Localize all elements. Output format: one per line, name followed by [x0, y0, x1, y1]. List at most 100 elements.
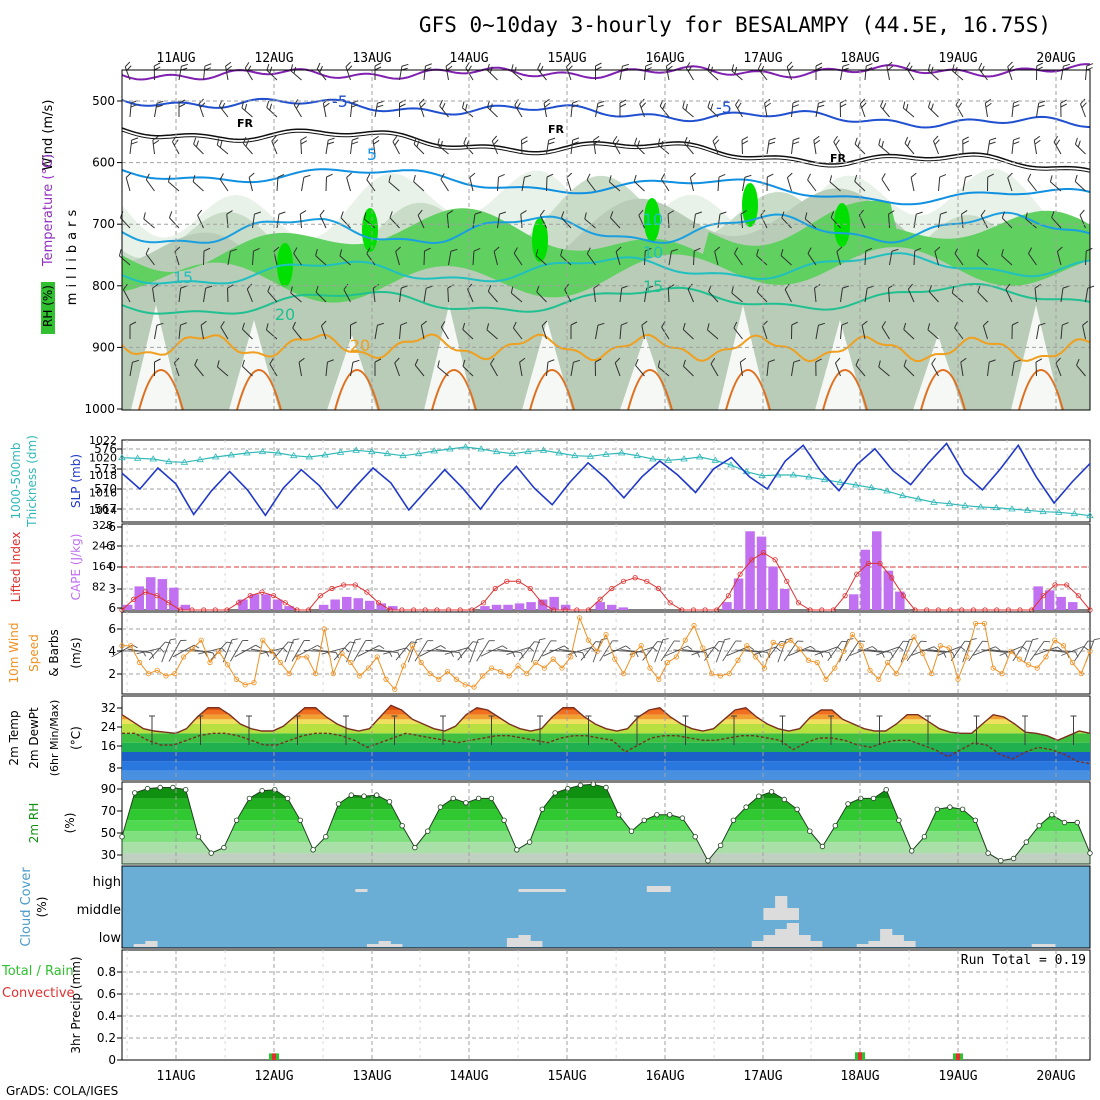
wind-barb [815, 358, 822, 377]
wind-barb [248, 172, 255, 192]
barb-flag [537, 62, 541, 70]
barb-flag [489, 103, 493, 111]
data-point [225, 662, 231, 668]
wind-barb [667, 284, 675, 303]
data-point [515, 663, 521, 669]
barb-flag [365, 640, 372, 642]
rh-point [972, 817, 979, 823]
data-point [374, 654, 380, 660]
wind-barb [315, 285, 327, 303]
wind10m-barb [845, 640, 865, 662]
barb-staff [854, 181, 866, 192]
barb-staff [1061, 646, 1084, 656]
date-tick-top: 11AUG [156, 51, 195, 66]
isotherm-label: 20 [350, 336, 370, 355]
wind-barb [394, 357, 400, 377]
barb-flag [131, 137, 139, 141]
barb-flag [593, 139, 600, 145]
barb-staff [423, 288, 427, 303]
data-point [737, 571, 743, 577]
barb-flag [265, 323, 269, 330]
barb-staff [339, 255, 351, 266]
wind-barb [570, 321, 578, 339]
wind-barb [219, 173, 229, 192]
data-point [352, 446, 360, 453]
wind10m-barb [272, 641, 295, 661]
barb-flag [159, 647, 165, 653]
barb-flag [920, 640, 927, 643]
barb-flag [521, 136, 528, 141]
wind10m-barb [321, 647, 350, 655]
data-point [842, 593, 848, 599]
wind-barb [584, 212, 596, 229]
barb-staff [714, 251, 719, 266]
barb-flag [420, 102, 426, 108]
data-point [260, 637, 266, 643]
barb-flag [930, 103, 934, 111]
barb-flag [1077, 140, 1081, 148]
barb-staff [878, 366, 890, 377]
cloud-bar-low [518, 935, 531, 947]
rh-point [985, 850, 991, 856]
wind-barb [903, 322, 915, 340]
barb-flag [197, 209, 203, 216]
barb-staff [346, 177, 351, 192]
barb-staff [446, 214, 449, 229]
barb-flag [1007, 61, 1013, 68]
barb-flag [719, 211, 727, 215]
barb-staff [1080, 103, 1086, 118]
wind-barb [791, 100, 800, 118]
barb-staff [829, 181, 841, 192]
barb-staff [791, 362, 795, 377]
wind10m-barb [876, 646, 904, 656]
data-point [820, 475, 829, 483]
date-tick-bottom: 19AUG [938, 1069, 977, 1084]
barb-flag [295, 102, 301, 109]
wind10m-barb [537, 640, 557, 662]
isotherm-label: 5 [367, 145, 377, 164]
wind-barb [448, 248, 458, 266]
barb-flag [524, 174, 532, 178]
wind10m-barb [353, 640, 372, 662]
isotherm-surface-lobe [431, 369, 477, 411]
wind-barb [439, 99, 449, 118]
wind10m-barb [599, 640, 619, 662]
barb-flag [985, 102, 992, 108]
data-point [336, 448, 345, 455]
barb-staff [457, 641, 474, 661]
barb-flag [298, 357, 305, 363]
data-point [789, 471, 798, 478]
wind-barb [864, 247, 873, 266]
isotherm-label: 15 [173, 268, 193, 287]
wind-barb [216, 138, 229, 155]
axis-tick-label: 0.2 [97, 1031, 116, 1045]
rh-point [437, 804, 444, 810]
cloud-bar-high [355, 889, 368, 892]
wind-barb [933, 135, 940, 155]
axis-tick-label: 500 [92, 94, 115, 108]
barb-staff [641, 325, 645, 340]
wind10m-barb [849, 646, 878, 656]
data-point [330, 671, 336, 677]
slp-line [121, 442, 1091, 517]
isotherm-label: 10 [643, 210, 663, 229]
rh-band [122, 798, 1090, 810]
data-point [946, 645, 952, 651]
barb-staff [124, 66, 131, 81]
wind-barb [1005, 283, 1013, 303]
barb-staff [447, 287, 449, 303]
data-point [586, 452, 595, 459]
data-point [585, 637, 592, 643]
wind-barb [987, 173, 995, 192]
wind-barb [903, 359, 915, 377]
cape-bar [342, 596, 352, 610]
barb-staff [1005, 289, 1013, 303]
barb-staff [815, 103, 819, 118]
wind-barb [178, 322, 187, 340]
barb-staff [490, 363, 498, 377]
barb-staff [248, 177, 253, 192]
data-point [990, 665, 996, 671]
axis-tick-label: 1016 [89, 487, 117, 500]
isotherm-line [121, 333, 1091, 363]
